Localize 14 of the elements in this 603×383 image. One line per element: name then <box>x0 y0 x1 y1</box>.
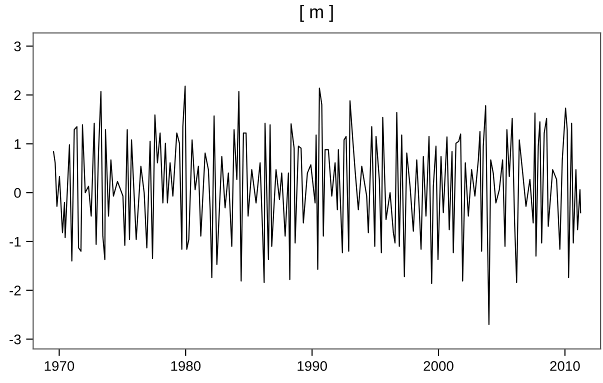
x-tick-label: 2010 <box>550 361 580 371</box>
y-tick-label: -3 <box>10 334 21 344</box>
y-tick-label: 3 <box>14 41 21 52</box>
chart-title: [ m ] <box>300 4 333 22</box>
x-tick-label: 1990 <box>298 361 327 371</box>
y-tick-label: 1 <box>14 139 21 149</box>
x-tick-label: 1970 <box>44 361 74 371</box>
x-tick-label: 2000 <box>424 361 454 371</box>
y-tick-label: -1 <box>10 236 21 247</box>
x-tick-label: 1980 <box>171 361 201 371</box>
y-tick-label: 0 <box>14 188 21 198</box>
line-series <box>52 86 582 326</box>
y-tick-label: 2 <box>14 90 21 100</box>
y-tick-label: -2 <box>10 286 21 296</box>
